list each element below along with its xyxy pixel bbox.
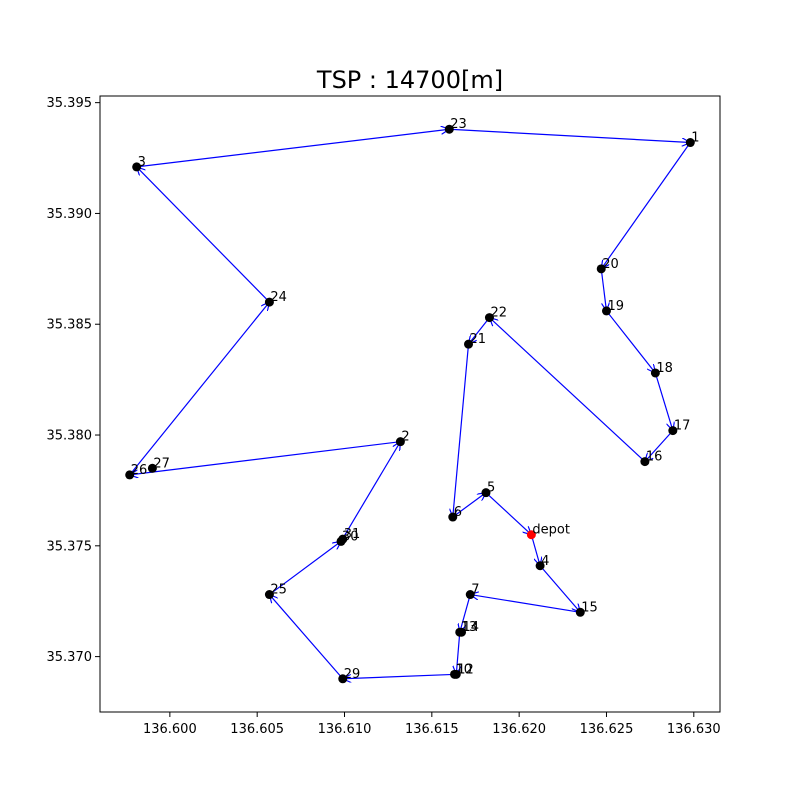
route-segment bbox=[269, 541, 341, 596]
node-label: 7 bbox=[471, 583, 479, 598]
node-label: 29 bbox=[344, 667, 361, 682]
node-label: 6 bbox=[454, 505, 462, 520]
node-point bbox=[668, 426, 678, 436]
route-segment bbox=[343, 673, 457, 678]
node-point bbox=[264, 297, 274, 307]
chart-title: TSP : 14700[m] bbox=[316, 66, 503, 94]
node-point bbox=[451, 669, 461, 679]
route-segment bbox=[530, 534, 540, 566]
node-label: 20 bbox=[602, 257, 619, 272]
route-nodes bbox=[125, 124, 695, 684]
node-label: 18 bbox=[656, 361, 673, 376]
route-segment bbox=[340, 442, 400, 542]
node-point bbox=[147, 463, 157, 473]
y-tick-label: 35.380 bbox=[47, 429, 93, 444]
node-labels: depot12345671012131415161718192021222324… bbox=[131, 117, 700, 682]
node-label: 30 bbox=[342, 529, 359, 544]
route-segment bbox=[539, 565, 580, 613]
node-label: 22 bbox=[490, 306, 507, 321]
node-label: 14 bbox=[463, 620, 480, 635]
x-tick-label: 136.620 bbox=[492, 722, 546, 737]
node-label: 21 bbox=[470, 332, 487, 347]
node-point bbox=[640, 457, 650, 467]
node-label: 12 bbox=[457, 662, 474, 677]
node-label: 26 bbox=[131, 463, 148, 478]
node-label: 17 bbox=[674, 419, 691, 434]
x-tick-label: 136.600 bbox=[143, 722, 197, 737]
node-point bbox=[535, 561, 545, 571]
route-segment bbox=[601, 142, 691, 269]
node-point bbox=[685, 138, 695, 148]
route-segment bbox=[654, 372, 672, 431]
x-axis: 136.600 136.605 136.610 136.615 136.620 136.6… bbox=[143, 712, 721, 737]
y-tick-label: 35.390 bbox=[47, 207, 93, 222]
node-label: 16 bbox=[646, 450, 663, 465]
node-point bbox=[132, 162, 142, 172]
y-tick-label: 35.370 bbox=[47, 650, 93, 665]
x-tick-label: 136.610 bbox=[318, 722, 372, 737]
node-label: 15 bbox=[581, 600, 598, 615]
x-tick-label: 136.630 bbox=[667, 722, 721, 737]
y-axis: 35.370 35.375 35.380 35.385 35.390 35.395 bbox=[47, 96, 100, 665]
node-point bbox=[448, 512, 458, 522]
x-tick-label: 136.605 bbox=[230, 722, 284, 737]
node-label: 27 bbox=[153, 456, 170, 471]
route-segment bbox=[600, 268, 606, 311]
node-point bbox=[484, 313, 494, 323]
node-label: 1 bbox=[691, 131, 699, 146]
node-point bbox=[338, 674, 348, 684]
route-segment bbox=[470, 595, 581, 613]
node-label: 19 bbox=[607, 299, 624, 314]
plot-area bbox=[99, 95, 721, 713]
node-point bbox=[395, 437, 405, 447]
node-label: 24 bbox=[270, 290, 287, 305]
node-label: 23 bbox=[450, 117, 467, 132]
x-tick-label: 136.615 bbox=[405, 722, 459, 737]
node-label: 3 bbox=[138, 155, 146, 170]
y-tick-label: 35.395 bbox=[47, 96, 93, 111]
node-point bbox=[125, 470, 135, 480]
route-segment bbox=[452, 493, 486, 518]
node-label: 5 bbox=[487, 481, 495, 496]
route-segment bbox=[460, 594, 471, 633]
route-segment bbox=[645, 430, 674, 462]
node-point bbox=[457, 627, 467, 637]
route-segment bbox=[489, 318, 646, 463]
route-path bbox=[130, 129, 691, 679]
node-label: 2 bbox=[401, 430, 409, 445]
route-segment bbox=[485, 492, 531, 535]
route-segment bbox=[456, 632, 459, 674]
node-point bbox=[596, 264, 606, 274]
node-point bbox=[338, 534, 348, 544]
y-tick-label: 35.385 bbox=[47, 318, 93, 333]
node-point bbox=[444, 124, 454, 134]
node-point bbox=[575, 607, 585, 617]
node-point bbox=[465, 590, 475, 600]
depot-point bbox=[526, 530, 536, 540]
node-label: 13 bbox=[461, 620, 478, 635]
y-tick-label: 35.375 bbox=[47, 539, 93, 554]
node-label: 31 bbox=[344, 527, 361, 542]
route-segment bbox=[137, 167, 270, 303]
node-point bbox=[601, 306, 611, 316]
node-point bbox=[264, 590, 274, 600]
node-label: depot bbox=[532, 523, 570, 538]
route-segment bbox=[136, 129, 450, 168]
node-label: 4 bbox=[541, 554, 549, 569]
route-segment bbox=[469, 317, 490, 345]
route-segment bbox=[449, 128, 690, 142]
node-point bbox=[650, 368, 660, 378]
route-segment bbox=[130, 441, 401, 475]
route-segment bbox=[269, 595, 344, 680]
route-segment bbox=[453, 344, 470, 517]
route-segment bbox=[129, 302, 270, 476]
x-tick-label: 136.625 bbox=[580, 722, 634, 737]
node-point bbox=[481, 488, 491, 498]
node-label: 25 bbox=[270, 583, 287, 598]
node-label: 10 bbox=[456, 662, 473, 677]
route-segment bbox=[606, 310, 655, 373]
node-point bbox=[464, 339, 474, 349]
